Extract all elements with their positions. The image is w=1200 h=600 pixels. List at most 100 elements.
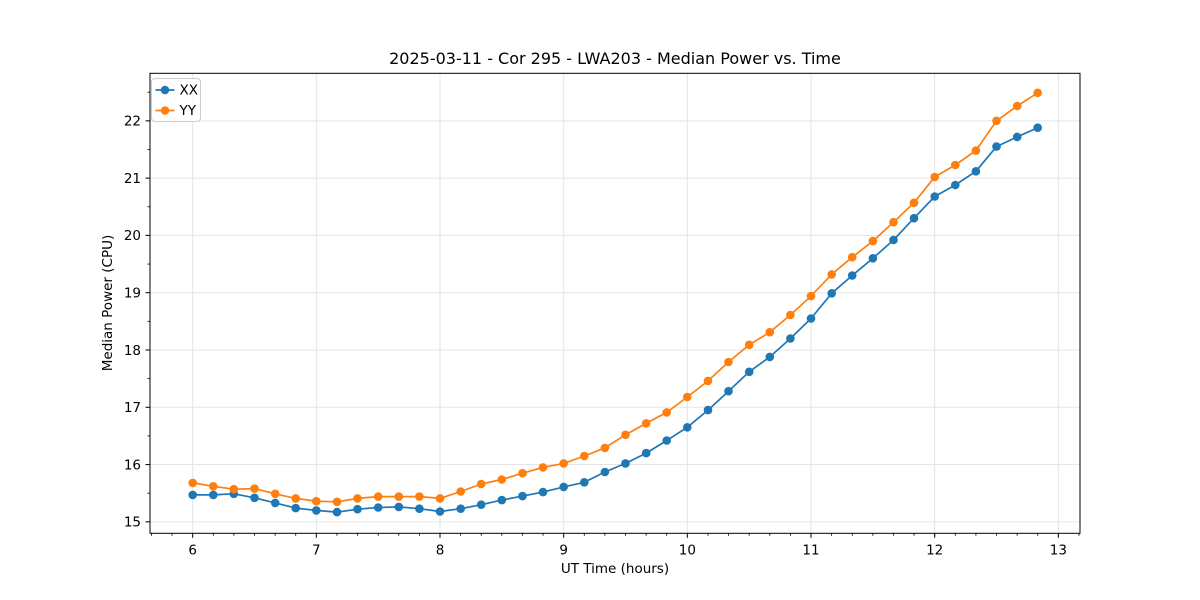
- series-XX-marker: [188, 490, 197, 500]
- series-XX-marker: [806, 314, 816, 323]
- y-axis-tick-label: 17: [124, 400, 141, 416]
- series-YY-marker: [641, 419, 651, 428]
- series-XX-marker: [889, 235, 898, 245]
- series-YY-marker: [600, 443, 610, 453]
- series-XX: [188, 123, 1042, 517]
- series-YY-marker: [847, 252, 857, 262]
- series-XX-marker: [786, 334, 795, 343]
- series-XX-marker: [373, 503, 383, 512]
- x-axis-tick-label: 13: [1050, 542, 1067, 558]
- series-YY-marker: [312, 496, 321, 506]
- series-XX-marker: [724, 386, 733, 396]
- series-XX-marker: [559, 482, 568, 492]
- series-YY: [188, 88, 1042, 507]
- series-YY-marker: [909, 198, 919, 208]
- series-YY-marker: [744, 340, 754, 350]
- series-XX-marker: [538, 487, 548, 497]
- series-YY-marker: [270, 489, 280, 499]
- series-YY-marker: [868, 236, 878, 246]
- x-axis-tick-label: 7: [312, 542, 321, 558]
- series-XX-marker: [992, 142, 1001, 151]
- x-axis-tick-label: 11: [802, 542, 819, 558]
- series-XX-marker: [868, 253, 878, 263]
- y-axis-tick-label: 22: [124, 114, 141, 130]
- grid-lines: [150, 73, 1080, 534]
- series-YY-marker: [559, 459, 568, 468]
- y-axis-tick-label: 20: [124, 228, 141, 244]
- series-XX-marker: [476, 500, 486, 510]
- x-axis-tick-label: 12: [926, 542, 943, 558]
- series-XX-marker: [971, 167, 981, 176]
- series-YY-marker: [435, 494, 445, 503]
- series-YY-marker: [621, 430, 630, 440]
- series-XX-marker: [209, 490, 218, 500]
- series-YY-marker: [188, 478, 197, 488]
- series-XX-marker: [497, 495, 507, 505]
- series-XX-marker: [456, 504, 466, 513]
- series-YY-marker: [373, 492, 383, 501]
- plot-area: [150, 73, 1080, 534]
- y-axis-tick-label: 18: [124, 343, 141, 359]
- series-YY-marker: [703, 376, 713, 386]
- series-YY-marker: [889, 217, 898, 227]
- series-XX-marker: [847, 271, 857, 280]
- series-YY-marker: [332, 497, 342, 507]
- series-XX-marker: [1012, 132, 1022, 142]
- series-YY-marker: [497, 475, 507, 484]
- series-YY-marker: [765, 327, 775, 337]
- series-XX-marker: [765, 352, 775, 362]
- legend-marker-sample: [160, 85, 170, 95]
- series-XX-marker: [827, 289, 836, 298]
- series-YY-marker: [1012, 101, 1022, 111]
- series-XX-marker: [951, 180, 960, 190]
- series-XX-marker: [312, 506, 321, 515]
- series-XX-marker: [683, 423, 692, 432]
- series-XX-marker: [621, 459, 630, 468]
- legend-label: XX: [180, 83, 199, 99]
- series-XX-marker: [600, 467, 610, 477]
- x-axis-tick-label: 6: [188, 542, 197, 558]
- y-axis-tick-label: 15: [124, 515, 141, 531]
- series-YY-marker: [806, 291, 816, 301]
- series-YY-marker: [394, 492, 404, 501]
- series-XX-marker: [394, 502, 404, 512]
- series-YY-marker: [827, 270, 836, 279]
- series-XX-marker: [909, 213, 919, 223]
- series-YY-marker: [724, 357, 733, 367]
- series-YY-marker: [662, 408, 671, 417]
- series-YY-marker: [353, 494, 362, 503]
- x-axis-tick-label: 9: [559, 542, 568, 558]
- series-YY-marker: [538, 463, 548, 472]
- series-XX-marker: [270, 498, 280, 508]
- axis-ticks: 6 7 8 9 10 11 12 13 15 16 17 18 19 20 21 22: [124, 91, 1080, 558]
- series-YY-marker: [930, 172, 939, 182]
- x-axis-tick-label: 10: [679, 542, 696, 558]
- series-XX-marker: [641, 448, 651, 458]
- y-axis-label: Median Power (CPU): [100, 234, 116, 372]
- series-YY-marker: [291, 494, 301, 503]
- series-YY-marker: [786, 310, 795, 320]
- y-axis-tick-label: 21: [124, 171, 141, 187]
- series-XX-marker: [353, 504, 362, 514]
- series-YY-marker: [951, 160, 960, 170]
- series-YY-marker: [250, 484, 259, 493]
- series-XX-marker: [250, 493, 259, 503]
- series-XX-marker: [744, 367, 754, 377]
- chart-title: 2025-03-11 - Cor 295 - LWA203 - Median P…: [389, 49, 841, 68]
- series-XX-marker: [415, 504, 424, 513]
- y-axis-tick-label: 19: [124, 286, 141, 302]
- series-YY-marker: [971, 146, 981, 155]
- series-XX-marker: [703, 405, 713, 415]
- series-YY-marker: [209, 482, 218, 491]
- series-XX-marker: [580, 478, 589, 487]
- series-YY-marker: [1033, 88, 1042, 98]
- x-axis-tick-label: 8: [436, 542, 445, 558]
- series-XX-marker: [435, 507, 445, 516]
- plot-border: [149, 72, 1081, 534]
- legend-marker-sample: [160, 106, 170, 115]
- legend-label: YY: [179, 103, 197, 119]
- series-YY-marker: [229, 484, 239, 494]
- series-XX-marker: [291, 503, 301, 513]
